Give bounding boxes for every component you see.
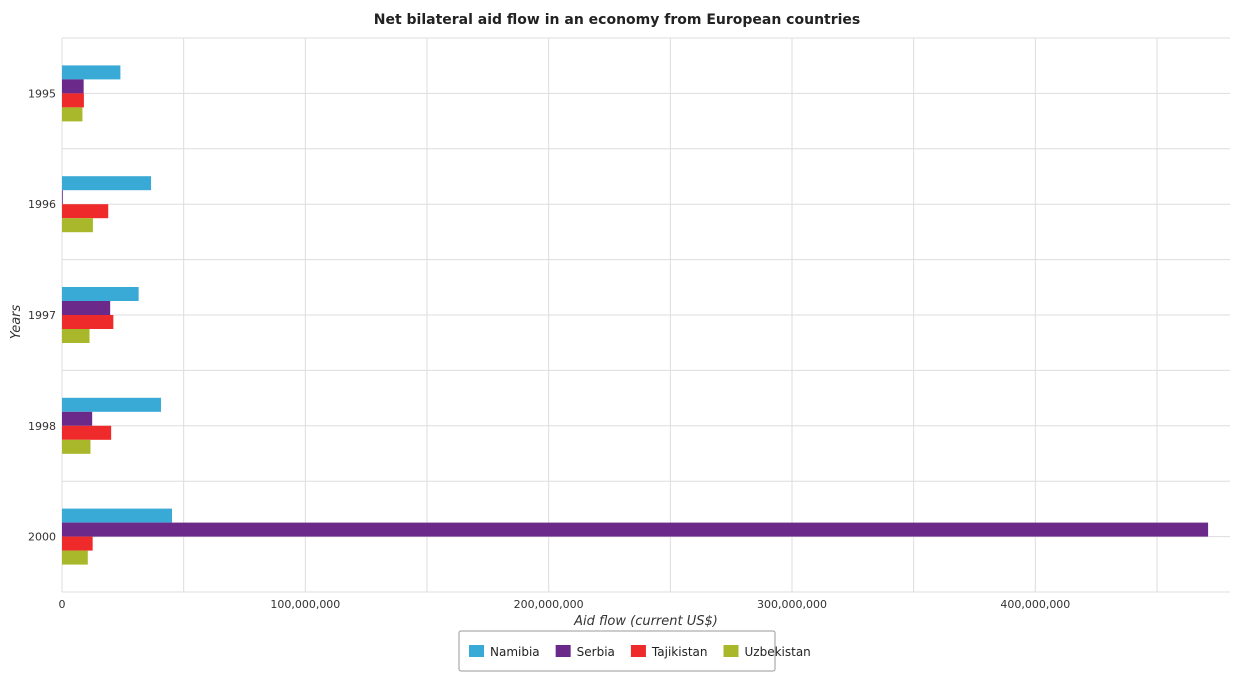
- y-tick-label: 2000: [28, 531, 56, 544]
- bar-namibia-2000: [62, 508, 172, 523]
- x-tick-label: 400,000,000: [1000, 598, 1070, 611]
- legend-label-namibia: Namibia: [490, 645, 540, 659]
- chart-title: Net bilateral aid flow in an economy fro…: [374, 12, 861, 28]
- y-tick-label: 1996: [28, 198, 56, 211]
- bar-namibia-1997: [62, 287, 139, 301]
- bar-namibia-1998: [62, 397, 162, 412]
- y-axis-label: Years: [9, 304, 24, 339]
- x-tick-label: 200,000,000: [514, 598, 584, 611]
- bar-tajikistan-1996: [62, 204, 109, 219]
- legend: Namibia Serbia Tajikistan Uzbekistan: [458, 630, 811, 672]
- legend-label-tajikistan: Tajikistan: [651, 645, 708, 659]
- x-axis-label: Aid flow (current US$): [573, 614, 718, 629]
- bar-uzbekistan-1995: [62, 107, 83, 122]
- x-tick-label: 0: [59, 598, 66, 611]
- bars: [62, 65, 1209, 565]
- legend-box: [458, 630, 776, 672]
- bar-tajikistan-2000: [62, 536, 93, 551]
- legend-swatch-tajikistan: [630, 645, 646, 657]
- legend-swatch-serbia: [555, 645, 571, 657]
- y-tick-label: 1995: [28, 87, 56, 100]
- bar-uzbekistan-1997: [62, 329, 90, 343]
- y-tick-labels: 1995 1996 1997 1998 2000: [28, 87, 56, 543]
- bar-serbia-1996: [62, 190, 63, 205]
- x-tick-label: 300,000,000: [757, 598, 827, 611]
- bar-tajikistan-1998: [62, 425, 112, 440]
- bar-serbia-1998: [62, 411, 93, 426]
- bar-uzbekistan-1998: [62, 439, 91, 454]
- x-tick-label: 100,000,000: [270, 598, 340, 611]
- legend-swatch-uzbekistan: [723, 645, 739, 657]
- legend-swatch-namibia: [469, 645, 484, 657]
- grid: [61, 37, 1230, 593]
- bar-uzbekistan-2000: [62, 550, 88, 565]
- bar-serbia-1997: [62, 301, 111, 315]
- legend-label-serbia: Serbia: [577, 645, 615, 659]
- y-tick-label: 1997: [28, 309, 56, 322]
- bar-namibia-1996: [62, 176, 152, 191]
- bar-tajikistan-1997: [62, 315, 114, 329]
- bar-uzbekistan-1996: [62, 218, 93, 233]
- bar-namibia-1995: [62, 65, 121, 80]
- bar-serbia-1995: [62, 79, 84, 94]
- bar-tajikistan-1995: [62, 93, 84, 108]
- y-tick-label: 1998: [28, 420, 56, 433]
- x-tick-labels: 0 100,000,000 200,000,000 300,000,000 400,00…: [59, 598, 1071, 611]
- legend-label-uzbekistan: Uzbekistan: [745, 645, 811, 659]
- bar-serbia-2000: [62, 522, 1209, 537]
